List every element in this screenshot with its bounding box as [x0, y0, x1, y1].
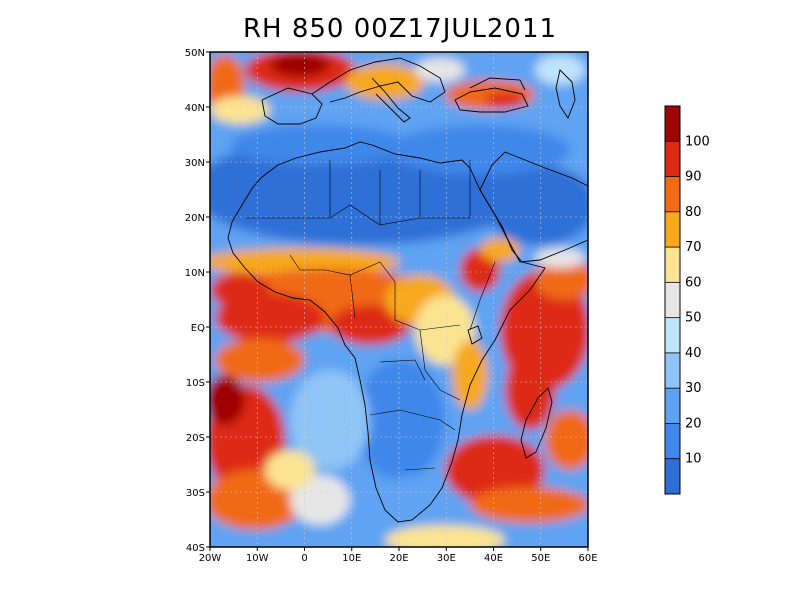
africa-coastline [227, 141, 546, 523]
colorbar-frame [664, 105, 681, 495]
lon-tick-label: 10W [246, 553, 269, 564]
lon-tick-label: 10E [342, 553, 361, 564]
map-title: RH 850 00Z17JUL2011 [242, 14, 558, 44]
colorbar-label: 30 [685, 381, 702, 396]
coastlines [227, 57, 588, 523]
colorbar-swatch [665, 352, 680, 389]
lon-tick-label: 30E [437, 553, 456, 564]
colorbar-label: 50 [685, 311, 702, 326]
black-sea-coastline [469, 77, 526, 91]
colorbar-label: 40 [685, 346, 702, 361]
lon-tick-label: 20W [199, 553, 222, 564]
colorbar-swatch [665, 141, 680, 177]
rh-field [210, 52, 588, 547]
colorbar-swatch [665, 317, 680, 353]
lat-tick-label: 30S [186, 488, 205, 499]
arabia-coastline [479, 151, 588, 263]
colorbar-swatch [665, 247, 680, 283]
lon-tick-label: 0 [301, 553, 307, 564]
colorbar-swatch [665, 458, 680, 494]
colorbar-label: 100 [685, 134, 710, 149]
colorbar-label: 20 [685, 416, 702, 431]
lat-tick-label: 40N [185, 103, 205, 114]
europe-coastline [311, 57, 446, 103]
lat-tick-label: 30N [185, 158, 205, 169]
lon-tick-label: 20E [389, 553, 408, 564]
italy-coastline [371, 77, 411, 123]
madagascar-coastline [520, 387, 553, 459]
country-borders [245, 160, 496, 471]
colorbar-label: 60 [685, 275, 702, 290]
colorbar-label: 80 [685, 205, 702, 220]
caspian-coastline [555, 69, 576, 119]
colorbar-swatch [665, 423, 680, 459]
colorbar-swatch [665, 282, 680, 318]
turkey-coastline [454, 87, 529, 113]
lon-tick-label: 60E [578, 553, 597, 564]
lat-tick-label: 10S [186, 378, 205, 389]
iberia-coastline [261, 87, 323, 125]
colorbar-label: 10 [685, 452, 702, 467]
colorbar-swatch [665, 388, 680, 424]
colorbar-label: 90 [685, 170, 702, 185]
lat-tick-label: EQ [191, 323, 205, 334]
lat-tick-label: 20N [185, 213, 205, 224]
lat-tick-label: 40S [186, 543, 205, 554]
lon-tick-label: 40E [484, 553, 503, 564]
colorbar-swatch [665, 211, 680, 248]
lat-tick-label: 50N [185, 48, 205, 59]
colorbar: 10 20 30 40 50 60 70 80 90 100 [664, 105, 710, 495]
lake-victoria [467, 325, 483, 345]
colorbar-swatch [665, 106, 680, 142]
lat-tick-label: 20S [186, 433, 205, 444]
colorbar-swatch [665, 176, 680, 212]
colorbar-label: 70 [685, 240, 702, 255]
lat-tick-label: 10N [185, 268, 205, 279]
lon-tick-label: 50E [531, 553, 550, 564]
